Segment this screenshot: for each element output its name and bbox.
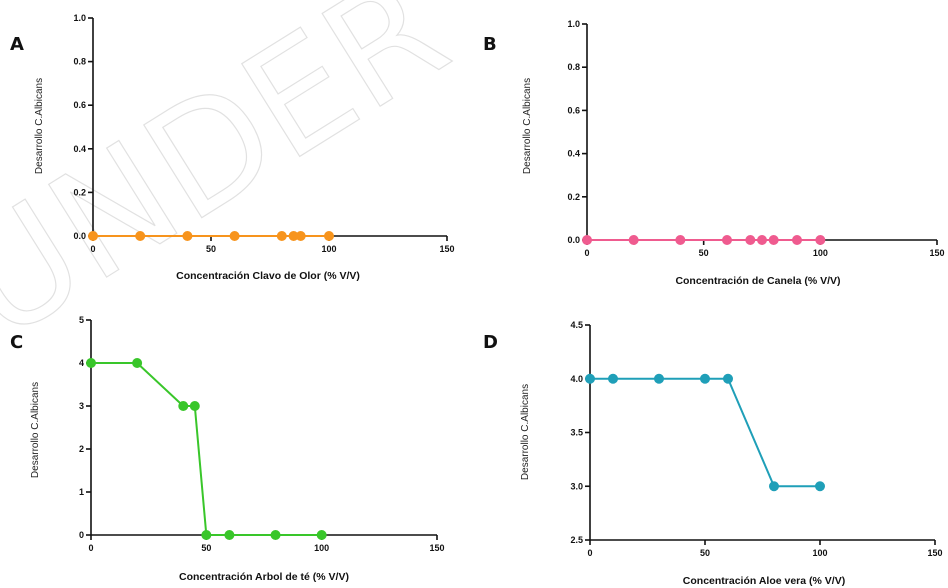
series-line — [91, 362, 322, 536]
y-tick-label: 4 — [79, 358, 84, 368]
panel-b: B 0.0 0.2 0.4 0.6 0.8 1.0 0 50 100 150 Concentració… — [483, 19, 945, 287]
y-tick-label: 3.5 — [570, 428, 583, 438]
x-tick-label: 100 — [813, 248, 828, 258]
y-tick-label: 0.6 — [567, 105, 580, 115]
chart-panels: A0.00.20.40.60.81.00 50 100 150Concentració… — [10, 13, 945, 587]
x-tick-label: 0 — [90, 244, 95, 254]
y-axis-label: Desarrollo C.Albicans — [522, 78, 533, 174]
y-tick-label: 4.5 — [570, 320, 583, 330]
y-tick-label: 0.4 — [73, 144, 86, 154]
data-point — [295, 231, 306, 241]
y-tick-label: 2.5 — [570, 535, 583, 545]
panel-letter: D — [483, 332, 498, 353]
x-axis-label: Concentración Aloe vera (% V/V) — [683, 575, 845, 587]
data-point — [628, 235, 639, 245]
data-point — [700, 373, 710, 384]
data-point — [189, 401, 200, 411]
x-tick-label: 150 — [439, 244, 454, 254]
watermark-text: UNDER — [0, 0, 475, 374]
y-tick-label: 1.0 — [567, 19, 580, 29]
series-line — [590, 377, 820, 488]
data-point — [815, 481, 825, 492]
panel-letter: C — [10, 332, 23, 353]
y-tick-label: 5 — [79, 315, 84, 325]
data-point — [324, 231, 334, 241]
data-point — [769, 481, 779, 492]
x-tick-label: 50 — [700, 548, 710, 558]
data-point — [135, 231, 146, 241]
y-tick-label: 0.8 — [567, 62, 580, 72]
data-point — [276, 231, 287, 241]
data-point — [316, 530, 327, 540]
x-tick-label: 100 — [321, 244, 336, 254]
data-point — [582, 235, 592, 245]
x-axis-label: Concentración Clavo de Olor (% V/V) — [176, 270, 360, 282]
y-tick-label: 0.0 — [567, 235, 580, 245]
y-tick-label: 0.4 — [567, 149, 580, 159]
x-tick-label: 150 — [429, 543, 444, 553]
data-point — [178, 401, 189, 411]
data-point — [201, 530, 212, 540]
data-point — [288, 231, 299, 241]
x-tick-label: 50 — [201, 543, 211, 553]
x-tick-label: 50 — [699, 248, 709, 258]
data-point — [224, 530, 235, 540]
y-tick-label: 3 — [79, 401, 84, 411]
panel-letter: A — [10, 34, 24, 55]
x-tick-label: 150 — [929, 248, 944, 258]
panel-a: A 0.0 0.2 0.4 0.6 0.8 1.0 0 50 100 150 Concentració… — [10, 13, 455, 282]
x-tick-label: 100 — [812, 548, 827, 558]
y-tick-label: 0.2 — [567, 192, 580, 202]
data-point — [182, 231, 193, 241]
y-tick-label: 0.0 — [73, 231, 86, 241]
y-tick-label: 0.6 — [73, 100, 86, 110]
data-point — [792, 235, 802, 245]
y-tick-label: 0.8 — [73, 57, 86, 67]
x-tick-label: 0 — [587, 548, 592, 558]
data-point — [722, 235, 732, 245]
data-point — [654, 373, 664, 384]
y-axis-label: Desarrollo C.Albicans — [520, 384, 531, 480]
data-point — [768, 235, 779, 245]
data-point — [88, 231, 98, 241]
panel-d: D 2.5 3.0 3.5 4.0 4.5 0 50 100 150 Concentración A… — [483, 320, 943, 587]
y-tick-label: 2 — [79, 444, 84, 454]
panel-letter: B — [483, 34, 497, 55]
data-point — [270, 530, 281, 540]
x-axis-label: Concentración de Canela (% V/V) — [675, 275, 840, 287]
y-tick-label: 0.2 — [73, 187, 86, 197]
y-tick-label: 1.0 — [73, 13, 86, 23]
y-tick-label: 1 — [79, 487, 84, 497]
data-point — [608, 373, 618, 384]
y-tick-label: 0 — [79, 530, 84, 540]
x-axis-label: Concentración Arbol de té (% V/V) — [179, 571, 349, 583]
data-point — [815, 235, 826, 245]
data-point — [723, 373, 733, 384]
x-tick-label: 0 — [88, 543, 93, 553]
x-tick-label: 100 — [314, 543, 329, 553]
data-point — [86, 358, 96, 368]
y-axis-label: Desarrollo C.Albicans — [34, 78, 45, 174]
y-axis-label: Desarrollo C.Albicans — [30, 382, 41, 478]
data-point — [229, 231, 240, 241]
data-point — [757, 235, 767, 245]
data-point — [675, 235, 686, 245]
y-tick-label: 4.0 — [570, 374, 583, 384]
x-tick-label: 50 — [206, 244, 216, 254]
x-tick-label: 150 — [927, 548, 942, 558]
data-point — [132, 358, 143, 368]
x-tick-label: 0 — [584, 248, 589, 258]
data-point — [585, 373, 595, 384]
data-point — [745, 235, 756, 245]
y-tick-label: 3.0 — [570, 481, 583, 491]
